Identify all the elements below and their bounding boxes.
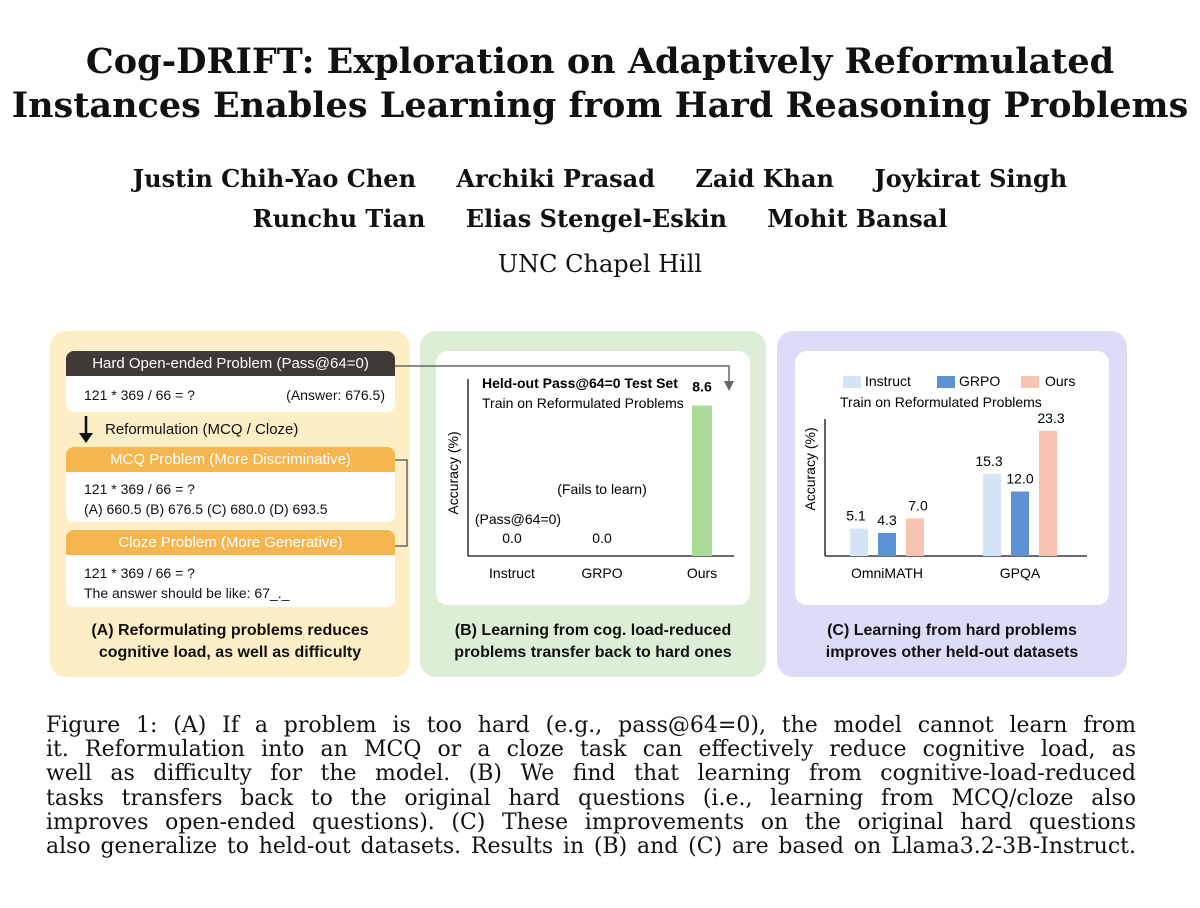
mcq-card: 121 * 369 / 66 = ? (A) 660.5 (B) 676.5 (… xyxy=(66,472,395,522)
author: Zaid Khan xyxy=(695,164,835,193)
hard-question: 121 * 369 / 66 = ? xyxy=(84,387,195,403)
chart-c-subtitle: Train on Reformulated Problems xyxy=(840,394,1042,410)
chart-b-title: Held-out Pass@64=0 Test Set xyxy=(482,375,678,391)
author: Archiki Prasad xyxy=(456,164,656,193)
author: Runchu Tian xyxy=(252,204,426,233)
author: Justin Chih-Yao Chen xyxy=(132,164,417,193)
title-line-2: Instances Enables Learning from Hard Rea… xyxy=(11,85,1189,126)
reformulation-label: Reformulation (MCQ / Cloze) xyxy=(105,421,299,438)
chart-c-tick-omnimath: OmniMATH xyxy=(851,565,923,581)
legend-swatch-instruct xyxy=(843,376,861,388)
chart-c-ylabel: Accuracy (%) xyxy=(802,427,818,510)
figure-caption-line: Figure 1: (A) If a problem is too hard (… xyxy=(46,713,1136,738)
author: Joykirat Singh xyxy=(874,164,1068,193)
caption-b: (B) Learning from cog. load-reduced prob… xyxy=(420,620,766,664)
cloze-card: 121 * 369 / 66 = ? The answer should be … xyxy=(66,555,395,607)
caption-a: (A) Reformulating problems reduces cogni… xyxy=(50,620,410,664)
figure-caption-line: it. Reformulation into an MCQ or a cloze… xyxy=(46,737,1136,763)
chart-b-ylabel: Accuracy (%) xyxy=(445,431,461,514)
chart-c-bar-omnimath-ours xyxy=(906,518,924,556)
legend-swatch-ours xyxy=(1021,376,1039,388)
cloze-header: Cloze Problem (More Generative) xyxy=(66,530,395,555)
chart-c-value: 12.0 xyxy=(1006,471,1033,487)
hard-answer: (Answer: 676.5) xyxy=(286,387,385,403)
figure-caption-line: tasks transfers back to the original har… xyxy=(46,785,1136,811)
mcq-options: (A) 660.5 (B) 676.5 (C) 680.0 (D) 693.5 xyxy=(84,501,328,517)
affiliation: UNC Chapel Hill xyxy=(497,250,703,278)
caption-c: (C) Learning from hard problems improves… xyxy=(777,620,1127,664)
chart-b-annotation-pass: (Pass@64=0) xyxy=(475,511,561,527)
chart-c-bar-omnimath-instruct xyxy=(850,528,868,556)
title-line-1: Cog-DRIFT: Exploration on Adaptively Ref… xyxy=(85,41,1115,82)
paper-title: Cog-DRIFT: Exploration on Adaptively Ref… xyxy=(0,40,1200,128)
connector-arrowhead-icon xyxy=(724,381,734,391)
hard-problem-header: Hard Open-ended Problem (Pass@64=0) xyxy=(66,351,395,376)
chart-b-value-ours: 8.6 xyxy=(692,379,712,395)
chart-b-value-instruct: 0.0 xyxy=(502,530,522,546)
chart-c-bar-gpqa-instruct xyxy=(983,473,1001,556)
caption-c-line: (C) Learning from hard problems xyxy=(827,622,1077,639)
chart-c-value: 15.3 xyxy=(975,453,1002,469)
chart-b-tick-instruct: Instruct xyxy=(489,565,535,581)
chart-b-annotation-fails: (Fails to learn) xyxy=(557,481,646,497)
mcq-header: MCQ Problem (More Discriminative) xyxy=(66,447,395,472)
connector-hard-to-test xyxy=(395,365,730,387)
chart-b-subtitle: Train on Reformulated Problems xyxy=(482,395,684,411)
hard-problem-card: 121 * 369 / 66 = ? (Answer: 676.5) xyxy=(66,376,395,412)
chart-c-tick-gpqa: GPQA xyxy=(1000,565,1041,581)
connector-reformulated xyxy=(395,459,408,547)
chart-c-value: 23.3 xyxy=(1037,410,1064,426)
chart-b-tick-ours: Ours xyxy=(687,565,717,581)
chart-b-value-grpo: 0.0 xyxy=(592,530,612,546)
figure-caption-line: improves open-ended questions). (C) Thes… xyxy=(46,809,1136,835)
chart-b: Held-out Pass@64=0 Test Set Train on Ref… xyxy=(445,375,734,581)
chart-c-bar-gpqa-grpo xyxy=(1011,491,1029,556)
figure-caption: Figure 1: (A) If a problem is too hard (… xyxy=(46,713,1136,860)
chart-b-tick-grpo: GRPO xyxy=(581,565,622,581)
legend-label-instruct: Instruct xyxy=(865,373,911,389)
chart-c-value: 5.1 xyxy=(846,508,866,524)
cloze-question: 121 * 369 / 66 = ? xyxy=(84,565,195,581)
chart-c-value: 4.3 xyxy=(877,512,897,528)
figure-caption-line: also generalize to held-out datasets. Re… xyxy=(46,834,1136,860)
chart-b-bar-ours xyxy=(692,405,712,556)
down-arrow-icon xyxy=(76,416,96,444)
legend-swatch-grpo xyxy=(937,376,955,388)
figure-caption-line: well as difficulty for the model. (B) We… xyxy=(46,761,1136,787)
author: Mohit Bansal xyxy=(767,204,948,233)
mcq-question: 121 * 369 / 66 = ? xyxy=(84,481,195,497)
cloze-hint: The answer should be like: 67_._ xyxy=(84,585,290,601)
author: Elias Stengel-Eskin xyxy=(465,204,727,233)
chart-c-bar-omnimath-grpo xyxy=(878,532,896,556)
caption-a-line: cognitive load, as well as difficulty xyxy=(98,644,362,661)
caption-b-line: problems transfer back to hard ones xyxy=(454,644,732,661)
legend-label-ours: Ours xyxy=(1045,373,1075,389)
author-row-2: Runchu Tian Elias Stengel-Eskin Mohit Ba… xyxy=(0,204,1200,233)
chart-c-bar-gpqa-ours xyxy=(1039,430,1057,556)
caption-a-line: (A) Reformulating problems reduces xyxy=(91,622,369,639)
chart-c: Instruct GRPO Ours Train on Reformulated… xyxy=(802,373,1087,581)
chart-c-value: 7.0 xyxy=(908,497,928,513)
author-row-1: Justin Chih-Yao Chen Archiki Prasad Zaid… xyxy=(0,164,1200,193)
legend-label-grpo: GRPO xyxy=(959,373,1000,389)
caption-b-line: (B) Learning from cog. load-reduced xyxy=(454,622,732,639)
caption-c-line: improves other held-out datasets xyxy=(825,644,1079,661)
